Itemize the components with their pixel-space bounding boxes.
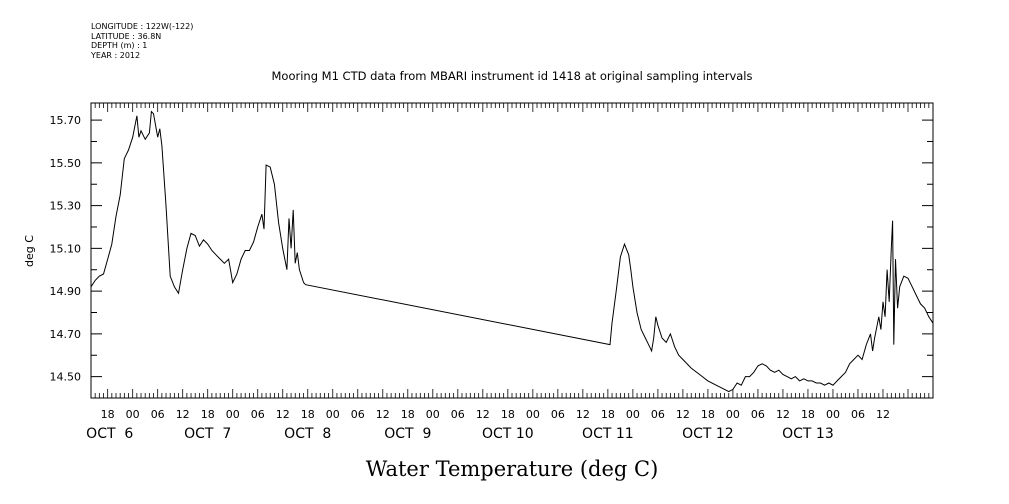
y-axis: 14.50 14.70 14.90 15.10 15.30 15.50 15.70: [50, 114, 933, 399]
metadata-block: LONGITUDE : 122W(-122) LATITUDE : 36.8N …: [91, 22, 193, 61]
x-day-label: OCT 11: [582, 426, 634, 442]
x-time-tick-label: 18: [801, 408, 815, 421]
depth-label: DEPTH (m) : 1: [91, 41, 148, 51]
y-tick-label: 15.50: [50, 157, 82, 170]
x-time-tick-label: 06: [251, 408, 265, 421]
x-time-tick-label: 18: [601, 408, 615, 421]
x-time-tick-label: 18: [201, 408, 215, 421]
x-day-label: OCT 7: [184, 426, 231, 442]
x-time-tick-label: 06: [351, 408, 365, 421]
x-time-tick-label: 18: [401, 408, 415, 421]
longitude-label: LONGITUDE : 122W(-122): [91, 22, 194, 31]
x-day-label: OCT 10: [482, 426, 534, 442]
y-tick-label: 15.30: [50, 200, 82, 213]
x-time-tick-label: 12: [776, 408, 790, 421]
x-time-tick-label: 00: [226, 408, 240, 421]
x-time-tick-label: 06: [751, 408, 765, 421]
x-time-tick-label: 00: [826, 408, 840, 421]
x-time-tick-label: 12: [676, 408, 690, 421]
x-time-tick-label: 06: [451, 408, 465, 421]
x-time-tick-label: 12: [376, 408, 390, 421]
x-time-tick-label: 00: [726, 408, 740, 421]
y-tick-label: 14.70: [50, 328, 82, 341]
x-day-label: OCT 12: [682, 426, 734, 442]
x-day-label: OCT 8: [284, 426, 331, 442]
x-time-tick-label: 06: [851, 408, 865, 421]
y-tick-label: 15.10: [50, 242, 82, 255]
x-time-tick-label: 18: [701, 408, 715, 421]
x-time-tick-label: 00: [626, 408, 640, 421]
x-time-tick-label: 18: [301, 408, 315, 421]
plot-frame: [90, 102, 934, 399]
x-time-tick-label: 06: [551, 408, 565, 421]
x-axis-label: Water Temperature (deg C): [366, 457, 659, 481]
x-day-label: OCT 6: [86, 426, 133, 442]
x-time-tick-label: 06: [651, 408, 665, 421]
x-time-tick-label: 00: [426, 408, 440, 421]
y-tick-label: 14.90: [50, 285, 82, 298]
x-time-tick-label: 12: [476, 408, 490, 421]
x-time-tick-label: 06: [151, 408, 165, 421]
x-time-tick-label: 12: [876, 408, 890, 421]
year-label: YEAR : 2012: [91, 51, 141, 61]
x-time-tick-label: 18: [501, 408, 515, 421]
y-tick-label: 15.70: [50, 114, 82, 127]
x-time-tick-label: 00: [526, 408, 540, 421]
x-day-label: OCT 13: [782, 426, 834, 442]
series-layer: [90, 110, 934, 393]
x-time-tick-label: 12: [176, 408, 190, 421]
y-tick-label: 14.50: [50, 371, 82, 384]
x-day-label: OCT 9: [384, 426, 431, 442]
x-time-tick-label: 00: [326, 408, 340, 421]
x-time-tick-label: 00: [126, 408, 140, 421]
x-axis: 18 00 06 12 18 00 06 12 18 00 06 12 18 00 06 12 18 00 06 12…: [86, 103, 934, 442]
x-time-tick-label: 18: [101, 408, 115, 421]
x-time-tick-label: 12: [576, 408, 590, 421]
temperature-series-line: [90, 110, 934, 393]
y-axis-label: deg C: [23, 235, 36, 267]
latitude-label: LATITUDE : 36.8N: [91, 31, 162, 41]
chart-title: Mooring M1 CTD data from MBARI instrumen…: [272, 69, 753, 83]
x-time-tick-label: 12: [276, 408, 290, 421]
